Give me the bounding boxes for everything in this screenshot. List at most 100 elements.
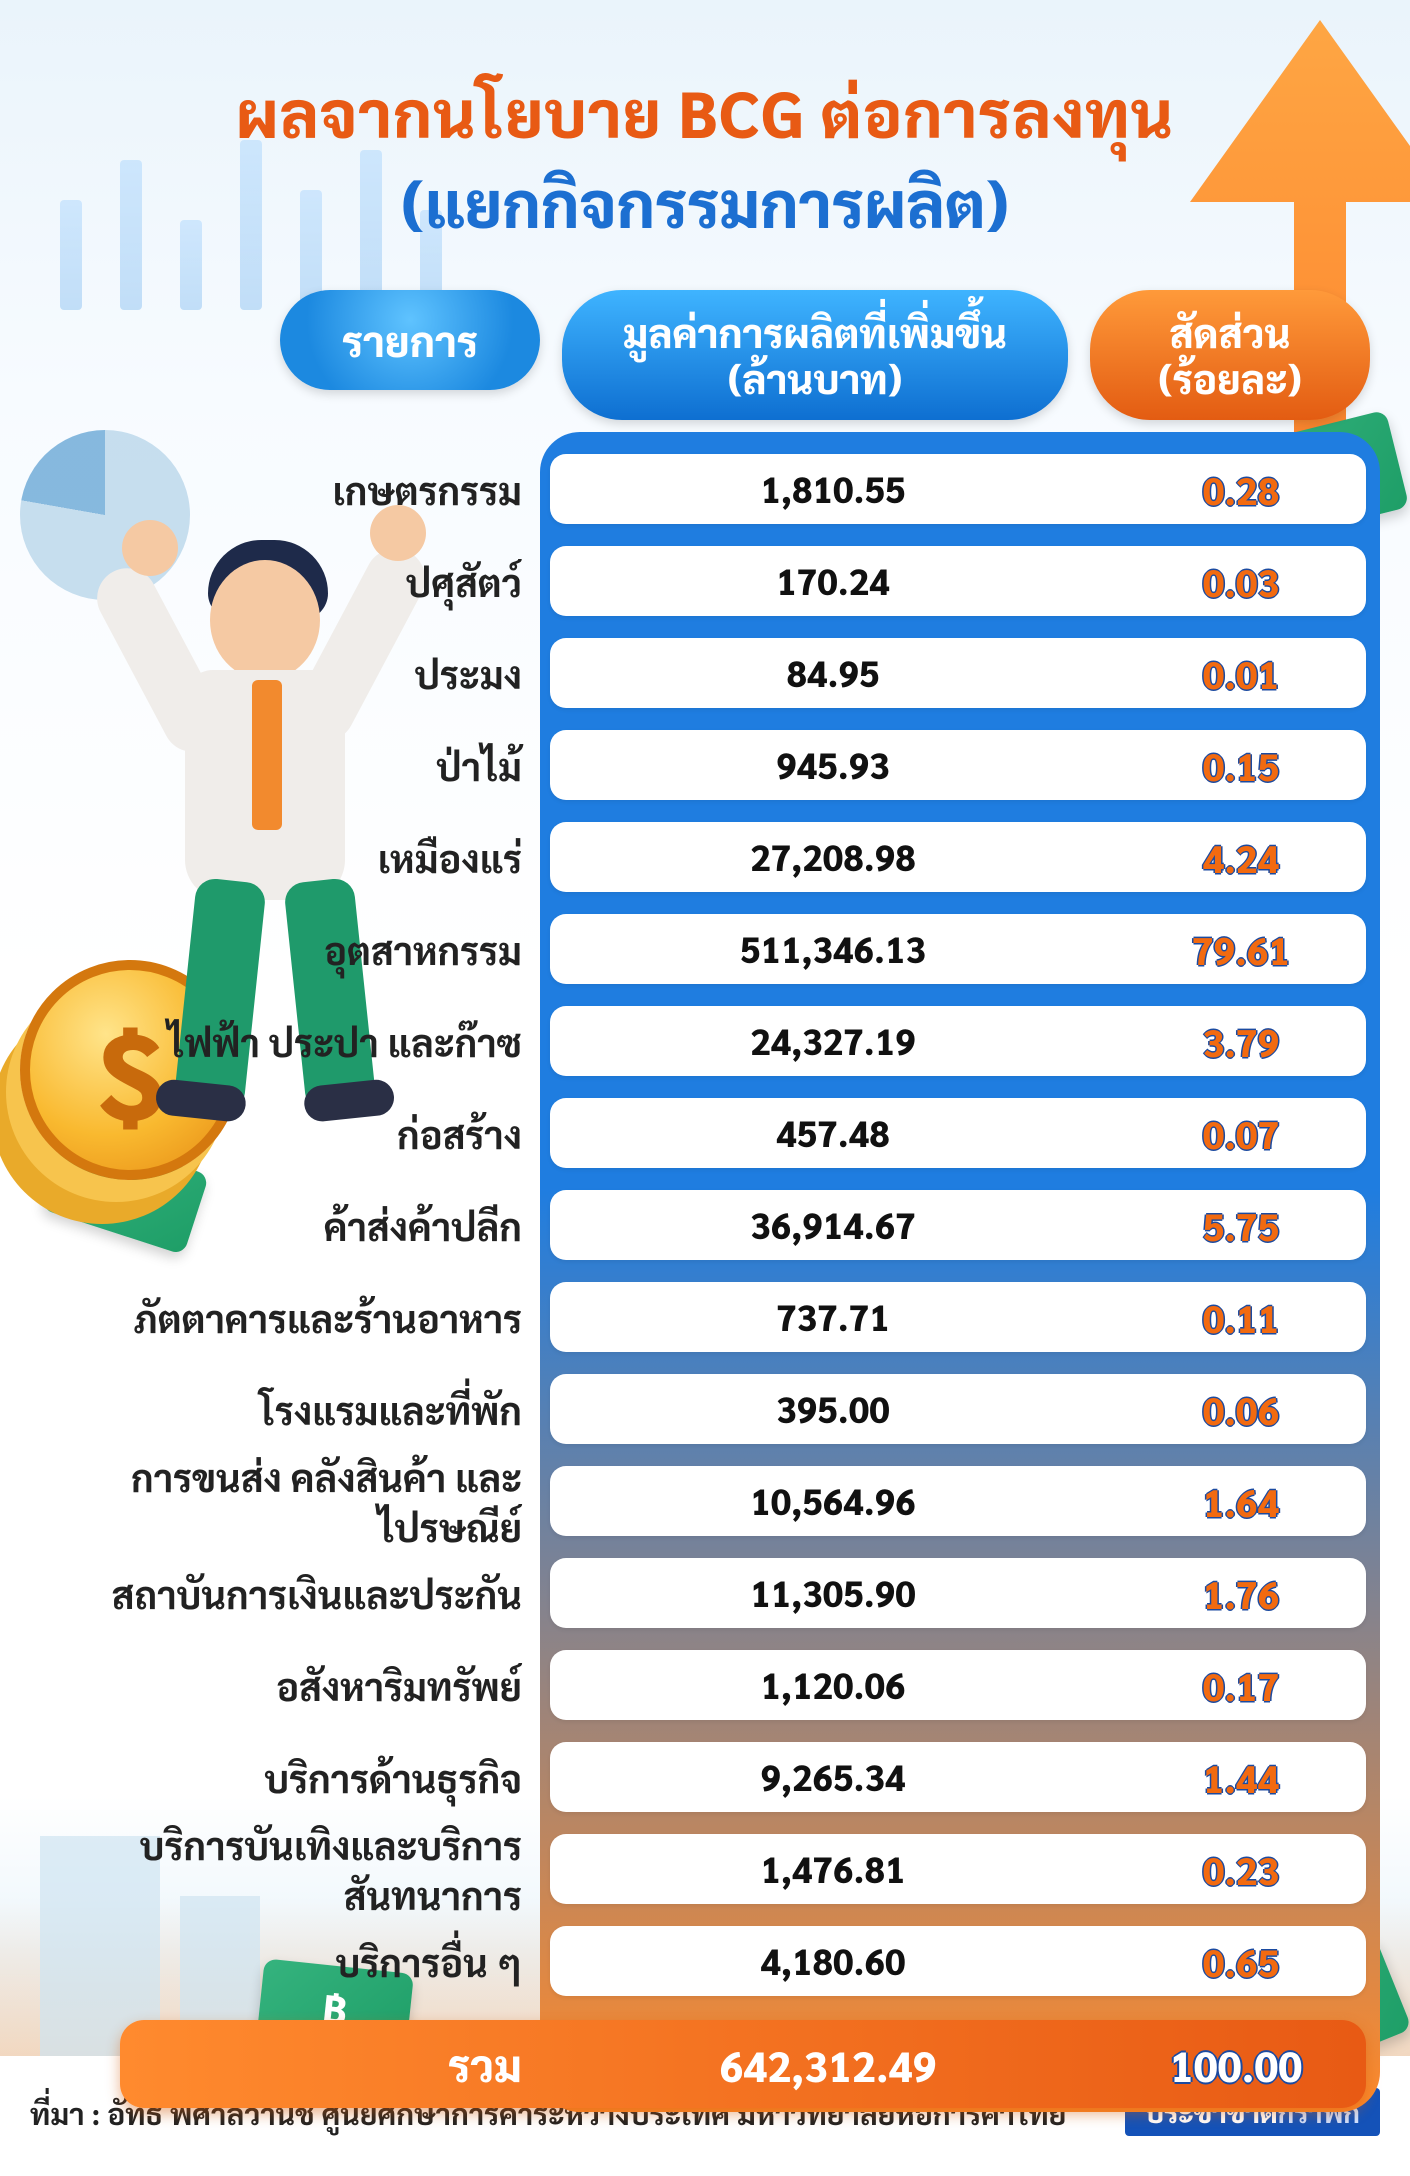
row-category: โรงแรมและที่พัก [40, 1384, 550, 1434]
header-value-pill: มูลค่าการผลิตที่เพิ่มขึ้น (ล้านบาท) [562, 290, 1068, 420]
table-row: การขนส่ง คลังสินค้า และไปรษณีย์10,564.96… [40, 1462, 1366, 1540]
row-category: ประมง [40, 648, 550, 698]
table-row: ประมง84.950.01 [40, 634, 1366, 712]
header-value-label-2: (ล้านบาท) [728, 355, 903, 401]
row-value-share-card: 27,208.984.24 [550, 822, 1366, 892]
table-row: บริการบันเทิงและบริการสันทนาการ1,476.810… [40, 1830, 1366, 1908]
row-value: 24,327.19 [550, 1018, 1116, 1064]
row-value-share-card: 170.240.03 [550, 546, 1366, 616]
row-value-share-card: 10,564.961.64 [550, 1466, 1366, 1536]
row-value: 945.93 [550, 742, 1116, 788]
table-row: ปศุสัตว์170.240.03 [40, 542, 1366, 620]
row-value: 9,265.34 [550, 1754, 1116, 1800]
row-value: 1,476.81 [550, 1846, 1116, 1892]
row-share: 1.64 [1116, 1476, 1366, 1526]
row-category: บริการด้านธุรกิจ [40, 1752, 550, 1802]
row-share: 0.01 [1116, 648, 1366, 698]
row-share: 0.17 [1116, 1660, 1366, 1710]
table-row: ป่าไม้945.930.15 [40, 726, 1366, 804]
row-category: เกษตรกรรม [40, 464, 550, 514]
row-category: ก่อสร้าง [40, 1108, 550, 1158]
table-row: ไฟฟ้า ประปา และก๊าซ24,327.193.79 [40, 1002, 1366, 1080]
row-value-share-card: 737.710.11 [550, 1282, 1366, 1352]
row-value: 395.00 [550, 1386, 1116, 1432]
row-share: 0.06 [1116, 1384, 1366, 1434]
row-value: 1,810.55 [550, 466, 1116, 512]
row-value: 737.71 [550, 1294, 1116, 1340]
row-value: 1,120.06 [550, 1662, 1116, 1708]
row-value-share-card: 1,476.810.23 [550, 1834, 1366, 1904]
row-category: สถาบันการเงินและประกัน [40, 1568, 550, 1618]
row-share: 0.11 [1116, 1292, 1366, 1342]
row-share: 0.03 [1116, 556, 1366, 606]
table-row: ก่อสร้าง457.480.07 [40, 1094, 1366, 1172]
table-row: ค้าส่งค้าปลีก36,914.675.75 [40, 1186, 1366, 1264]
table-body: เกษตรกรรม1,810.550.28ปศุสัตว์170.240.03ป… [40, 450, 1366, 2000]
row-value-share-card: 4,180.600.65 [550, 1926, 1366, 1996]
row-share: 4.24 [1116, 832, 1366, 882]
row-category: อุตสาหกรรม [40, 924, 550, 974]
row-value: 170.24 [550, 558, 1116, 604]
row-share: 0.28 [1116, 464, 1366, 514]
row-value-share-card: 511,346.1379.61 [550, 914, 1366, 984]
title-block: ผลจากนโยบาย BCG ต่อการลงทุน (แยกกิจกรรมก… [0, 70, 1410, 243]
row-category: ไฟฟ้า ประปา และก๊าซ [40, 1016, 550, 1066]
row-value: 11,305.90 [550, 1570, 1116, 1616]
row-category: บริการอื่น ๆ [40, 1936, 550, 1986]
row-value: 511,346.13 [550, 926, 1116, 972]
row-share: 0.65 [1116, 1936, 1366, 1986]
row-share: 0.07 [1116, 1108, 1366, 1158]
row-value: 10,564.96 [550, 1478, 1116, 1524]
row-share: 0.15 [1116, 740, 1366, 790]
row-value-share-card: 395.000.06 [550, 1374, 1366, 1444]
total-share: 100.00 [1106, 2037, 1366, 2092]
row-value: 4,180.60 [550, 1938, 1116, 1984]
header-share-label-1: สัดส่วน [1169, 309, 1290, 355]
table-row: เหมืองแร่27,208.984.24 [40, 818, 1366, 896]
row-category: ค้าส่งค้าปลีก [40, 1200, 550, 1250]
table-header-row: รายการ มูลค่าการผลิตที่เพิ่มขึ้น (ล้านบา… [0, 290, 1410, 420]
row-category: อสังหาริมทรัพย์ [40, 1660, 550, 1710]
row-value-share-card: 9,265.341.44 [550, 1742, 1366, 1812]
row-category: ปศุสัตว์ [40, 556, 550, 606]
total-label: รวม [120, 2036, 550, 2093]
row-value-share-card: 457.480.07 [550, 1098, 1366, 1168]
header-value-label-1: มูลค่าการผลิตที่เพิ่มขึ้น [623, 309, 1007, 355]
row-value-share-card: 11,305.901.76 [550, 1558, 1366, 1628]
table-row: ภัตตาคารและร้านอาหาร737.710.11 [40, 1278, 1366, 1356]
row-value-share-card: 36,914.675.75 [550, 1190, 1366, 1260]
total-value: 642,312.49 [550, 2037, 1106, 2092]
row-value: 457.48 [550, 1110, 1116, 1156]
header-share-pill: สัดส่วน (ร้อยละ) [1090, 290, 1370, 420]
row-share: 1.44 [1116, 1752, 1366, 1802]
table-row: สถาบันการเงินและประกัน11,305.901.76 [40, 1554, 1366, 1632]
header-share-label-2: (ร้อยละ) [1158, 355, 1302, 401]
infographic-canvas: ฿ ฿ ฿ ฿ $ ผลจากนโยบาย BCG ต่อการลงทุน (แ… [0, 0, 1410, 2176]
table-row: บริการด้านธุรกิจ9,265.341.44 [40, 1738, 1366, 1816]
row-share: 5.75 [1116, 1200, 1366, 1250]
row-share: 79.61 [1116, 924, 1366, 974]
title-line2: (แยกกิจกรรมการผลิต) [0, 160, 1410, 243]
row-category: ภัตตาคารและร้านอาหาร [40, 1292, 550, 1342]
row-category: ป่าไม้ [40, 740, 550, 790]
row-value: 84.95 [550, 650, 1116, 696]
table-row: อสังหาริมทรัพย์1,120.060.17 [40, 1646, 1366, 1724]
header-category-label: รายการ [342, 316, 478, 364]
table-row: อุตสาหกรรม511,346.1379.61 [40, 910, 1366, 988]
row-value-share-card: 84.950.01 [550, 638, 1366, 708]
row-value: 27,208.98 [550, 834, 1116, 880]
row-value-share-card: 1,810.550.28 [550, 454, 1366, 524]
table-row: บริการอื่น ๆ4,180.600.65 [40, 1922, 1366, 2000]
row-value-share-card: 945.930.15 [550, 730, 1366, 800]
row-category: เหมืองแร่ [40, 832, 550, 882]
header-category-pill: รายการ [280, 290, 540, 390]
row-value-share-card: 24,327.193.79 [550, 1006, 1366, 1076]
row-share: 0.23 [1116, 1844, 1366, 1894]
title-line1: ผลจากนโยบาย BCG ต่อการลงทุน [0, 70, 1410, 154]
row-value-share-card: 1,120.060.17 [550, 1650, 1366, 1720]
row-value: 36,914.67 [550, 1202, 1116, 1248]
row-share: 1.76 [1116, 1568, 1366, 1618]
row-category: การขนส่ง คลังสินค้า และไปรษณีย์ [40, 1451, 550, 1551]
row-share: 3.79 [1116, 1016, 1366, 1066]
table-total-row: รวม 642,312.49 100.00 [120, 2020, 1366, 2108]
